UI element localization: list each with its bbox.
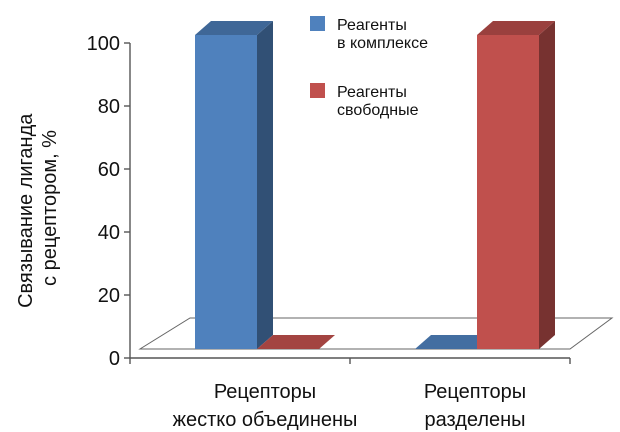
bar [477,21,555,349]
y-axis-ticks: 0 20 40 60 80 100 [87,33,571,370]
y-tick-label: 20 [98,285,120,307]
x-category-label: Рецепторы жестко объединены [173,381,358,431]
y-axis-title-line-2: с рецептором, % [39,130,61,286]
bar [257,335,335,349]
legend: Реагенты в комплексе Реагенты свободные [310,16,428,119]
bar-front [195,35,257,349]
y-tick-label: 0 [109,348,120,370]
bar-top [477,21,555,35]
legend-label: Реагенты в комплексе [337,17,428,52]
legend-label: Реагенты свободные [337,84,419,119]
x-axis-labels: Рецепторы жестко объединены Рецепторы разде… [173,381,527,431]
bars [195,21,555,349]
y-tick-label: 60 [98,159,120,181]
bar [195,21,273,349]
legend-swatch [310,16,325,31]
y-tick-label: 40 [98,222,120,244]
legend-item: Реагенты в комплексе [310,16,428,52]
y-tick-label: 100 [87,33,120,55]
legend-item: Реагенты свободные [310,83,419,119]
bar-front [477,35,539,349]
legend-swatch [310,83,325,98]
bar-side [257,21,273,349]
bar-top [257,335,335,349]
bar-side [539,21,555,349]
bar-top [195,21,273,35]
x-category-label: Рецепторы разделены [424,381,526,431]
bar-top [415,335,493,349]
bar [415,335,493,349]
y-axis-title-line-1: Связывание лиганда [15,113,37,308]
y-tick-label: 80 [98,96,120,118]
y-axis-title: Связывание лиганда с рецептором, % [15,108,61,308]
